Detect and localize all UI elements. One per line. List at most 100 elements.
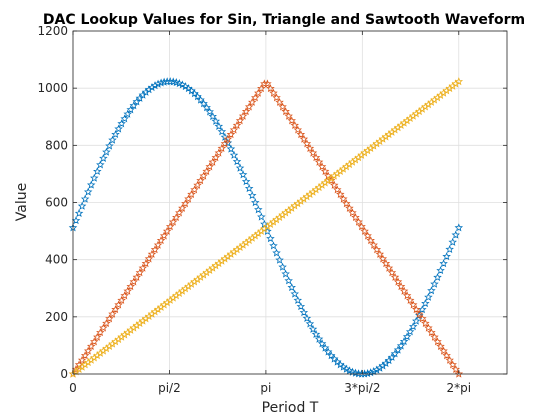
point-triangle-64 (263, 79, 272, 88)
point-triangle-45 (205, 162, 214, 171)
point-triangle-77 (302, 139, 312, 148)
point-sine-85 (326, 351, 336, 360)
point-sawtooth-59 (247, 233, 257, 242)
point-triangle-10 (99, 323, 108, 332)
point-triangle-80 (311, 153, 321, 162)
point-triangle-11 (102, 318, 111, 327)
point-triangle-21 (132, 272, 142, 281)
point-triangle-87 (333, 185, 342, 194)
point-sawtooth-76 (299, 194, 309, 203)
point-sine-125 (448, 237, 457, 246)
point-sawtooth-38 (184, 282, 193, 291)
point-sine-86 (329, 354, 339, 363)
point-triangle-49 (217, 143, 227, 152)
point-sine-70 (281, 269, 290, 278)
point-triangle-60 (250, 93, 260, 102)
point-sawtooth-103 (381, 132, 391, 141)
point-triangle-75 (296, 130, 306, 139)
point-sine-78 (305, 319, 315, 328)
point-sine-44 (202, 103, 211, 112)
point-sine-58 (244, 184, 254, 193)
point-triangle-123 (442, 351, 451, 360)
point-sawtooth-112 (408, 111, 418, 120)
point-triangle-107 (393, 277, 403, 286)
point-triangle-71 (284, 111, 293, 120)
point-triangle-102 (378, 254, 388, 263)
point-triangle-94 (354, 217, 363, 226)
point-sine-11 (102, 147, 111, 156)
point-sawtooth-85 (326, 173, 336, 182)
point-sawtooth-109 (399, 118, 409, 127)
point-sine-12 (105, 141, 114, 150)
point-sawtooth-123 (442, 86, 451, 95)
point-sine-79 (308, 324, 318, 333)
point-triangle-34 (172, 212, 181, 222)
point-sawtooth-73 (290, 201, 299, 210)
point-sawtooth-124 (445, 84, 454, 93)
point-triangle-97 (363, 231, 372, 240)
point-triangle-4 (80, 351, 90, 360)
point-sine-65 (266, 234, 275, 243)
point-sawtooth-71 (284, 206, 293, 215)
x-axis-label: Period T (262, 400, 319, 416)
point-sawtooth-61 (254, 229, 263, 238)
point-sine-20 (129, 101, 139, 110)
point-sawtooth-120 (433, 93, 442, 102)
point-sawtooth-105 (387, 127, 397, 136)
y-tick-label-3: 600 (45, 196, 68, 210)
point-sawtooth-33 (168, 293, 178, 302)
point-triangle-66 (269, 88, 278, 97)
point-triangle-62 (257, 84, 266, 93)
point-sine-109 (399, 336, 409, 346)
point-sawtooth-98 (366, 143, 375, 152)
point-sine-118 (427, 286, 436, 295)
point-triangle-74 (293, 125, 303, 134)
point-sine-27 (150, 81, 160, 90)
point-sine-80 (311, 329, 321, 338)
point-triangle-31 (162, 226, 172, 235)
point-triangle-50 (220, 139, 230, 148)
point-triangle-59 (247, 97, 257, 106)
point-sawtooth-78 (305, 189, 315, 199)
point-triangle-43 (199, 171, 208, 180)
point-triangle-103 (381, 259, 391, 268)
point-sawtooth-22 (135, 318, 145, 327)
point-sawtooth-87 (333, 169, 342, 178)
point-triangle-114 (415, 309, 424, 318)
point-sine-72 (287, 283, 296, 292)
point-triangle-113 (412, 305, 421, 314)
point-sine-19 (126, 105, 135, 114)
series-sawtooth (68, 77, 464, 378)
point-sine-107 (393, 345, 403, 354)
point-sawtooth-90 (342, 162, 351, 171)
point-sine-105 (387, 352, 397, 361)
y-tick-label-1: 200 (45, 310, 68, 324)
point-sawtooth-32 (165, 295, 175, 304)
point-sine-48 (214, 121, 224, 130)
point-sine-42 (196, 95, 205, 104)
point-sawtooth-100 (372, 139, 382, 148)
point-sawtooth-41 (193, 275, 202, 284)
x-tick-label-4: 2*pi (446, 381, 471, 395)
y-tick-label-6: 1200 (37, 24, 68, 38)
point-sawtooth-11 (102, 344, 111, 353)
point-triangle-126 (451, 364, 460, 374)
series-sine (68, 77, 464, 378)
point-sawtooth-114 (415, 107, 424, 116)
point-sawtooth-30 (159, 300, 169, 309)
point-sawtooth-57 (241, 238, 251, 247)
point-triangle-40 (190, 185, 199, 194)
tick-labels: 0 pi/2 pi 3*pi/2 2*pi 0 200 400 600 800 1000 1200 (37, 24, 471, 395)
x-tick-label-1: pi/2 (158, 381, 181, 395)
point-sawtooth-113 (412, 109, 421, 118)
point-sawtooth-45 (205, 265, 214, 275)
point-sawtooth-43 (199, 270, 208, 279)
point-sine-62 (257, 212, 266, 221)
point-sawtooth-15 (114, 334, 123, 344)
point-triangle-33 (168, 217, 178, 226)
point-sawtooth-56 (238, 240, 248, 249)
point-triangle-55 (235, 116, 245, 125)
point-sine-100 (372, 365, 382, 374)
point-sine-1 (71, 216, 81, 225)
point-triangle-6 (86, 341, 96, 350)
